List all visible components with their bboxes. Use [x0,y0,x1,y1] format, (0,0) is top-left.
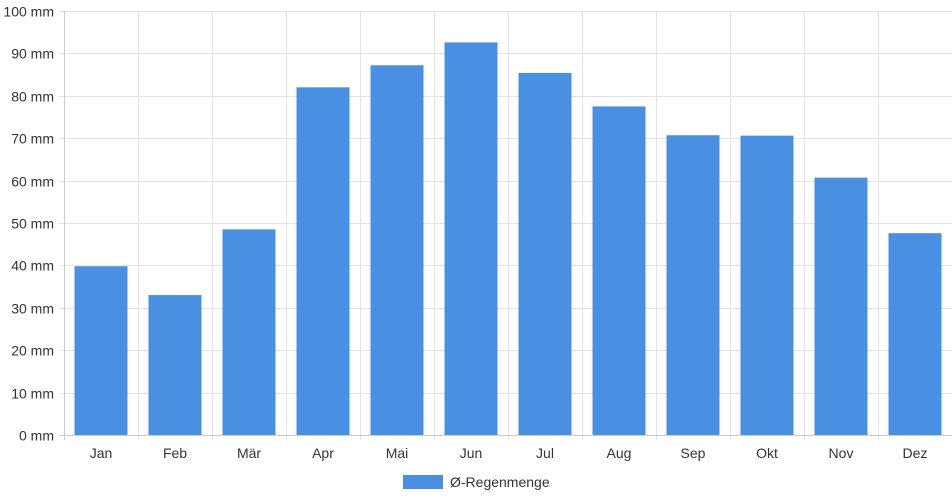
x-tick-labels: Jan Feb Mär Apr Mai Jun Jul Aug Sep Okt Nov Dez [90,445,928,461]
bar-mär[interactable] [222,229,276,435]
x-tick-label: Jul [536,445,554,461]
bar-mai[interactable] [370,65,424,435]
y-tick-label: 100 mm [3,4,54,20]
grid-lines [59,11,952,440]
bar-okt[interactable] [740,135,794,435]
x-tick-label: Dez [903,445,928,461]
y-tick-label: 60 mm [11,174,54,190]
x-tick-label: Feb [163,445,187,461]
y-tick-label: 40 mm [11,258,54,274]
x-tick-label: Aug [607,445,632,461]
x-tick-label: Mär [237,445,261,461]
bar-dez[interactable] [888,233,942,435]
y-tick-label: 20 mm [11,343,54,359]
y-tick-labels: 0 mm 10 mm 20 mm 30 mm 40 mm 50 mm 60 mm 70 mm 8… [3,4,54,444]
y-tick-label: 80 mm [11,89,54,105]
y-tick-label: 0 mm [19,428,54,444]
x-tick-label: Apr [312,445,334,461]
x-tick-label: Jun [460,445,483,461]
x-tick-label: Jan [90,445,113,461]
x-tick-label: Nov [829,445,854,461]
bar-jun[interactable] [444,42,498,435]
bar-sep[interactable] [666,135,720,435]
x-tick-label: Sep [681,445,706,461]
legend-swatch[interactable] [403,475,443,489]
y-tick-label: 90 mm [11,46,54,62]
bar-feb[interactable] [148,295,202,435]
bar-apr[interactable] [296,87,350,435]
bar-aug[interactable] [592,106,646,436]
legend[interactable]: Ø-Regenmenge [403,474,550,490]
bar-nov[interactable] [814,177,868,435]
x-tick-label: Mai [386,445,409,461]
bars [74,42,942,436]
y-tick-label: 30 mm [11,301,54,317]
x-tick-label: Okt [756,445,778,461]
legend-label[interactable]: Ø-Regenmenge [450,474,550,490]
y-tick-label: 10 mm [11,386,54,402]
bar-jan[interactable] [74,266,128,435]
y-tick-label: 70 mm [11,131,54,147]
y-tick-label: 50 mm [11,216,54,232]
bar-jul[interactable] [518,72,572,436]
